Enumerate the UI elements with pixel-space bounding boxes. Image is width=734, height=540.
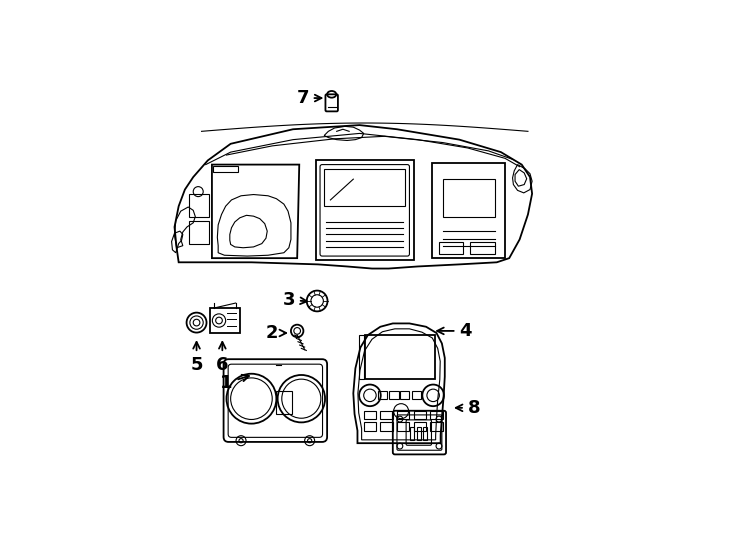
Bar: [390, 391, 399, 399]
Text: 4: 4: [437, 322, 472, 340]
Bar: [410, 427, 415, 440]
Bar: [210, 308, 240, 333]
Text: 7: 7: [297, 89, 321, 107]
Text: 3: 3: [283, 291, 307, 309]
Bar: [416, 427, 421, 440]
Bar: [189, 194, 209, 217]
Bar: [400, 391, 409, 399]
Bar: [443, 179, 495, 217]
Text: 1: 1: [220, 374, 249, 392]
Bar: [432, 163, 505, 258]
Bar: [275, 391, 292, 414]
Text: 2: 2: [266, 324, 286, 342]
Bar: [364, 422, 376, 431]
Bar: [413, 411, 426, 419]
Bar: [412, 391, 421, 399]
Bar: [378, 391, 388, 399]
Text: 8: 8: [456, 399, 480, 417]
Bar: [397, 422, 410, 431]
Bar: [397, 411, 410, 419]
Bar: [189, 221, 209, 244]
Bar: [365, 335, 435, 379]
Bar: [380, 411, 393, 419]
Bar: [430, 411, 443, 419]
Bar: [423, 427, 427, 440]
Bar: [430, 422, 443, 431]
Text: 5: 5: [190, 342, 203, 374]
Bar: [470, 241, 495, 254]
Text: 6: 6: [216, 342, 228, 374]
Bar: [413, 422, 426, 431]
Bar: [364, 411, 376, 419]
Bar: [213, 166, 238, 172]
Bar: [359, 335, 364, 379]
Bar: [380, 422, 393, 431]
Bar: [438, 241, 463, 254]
Bar: [324, 169, 405, 206]
